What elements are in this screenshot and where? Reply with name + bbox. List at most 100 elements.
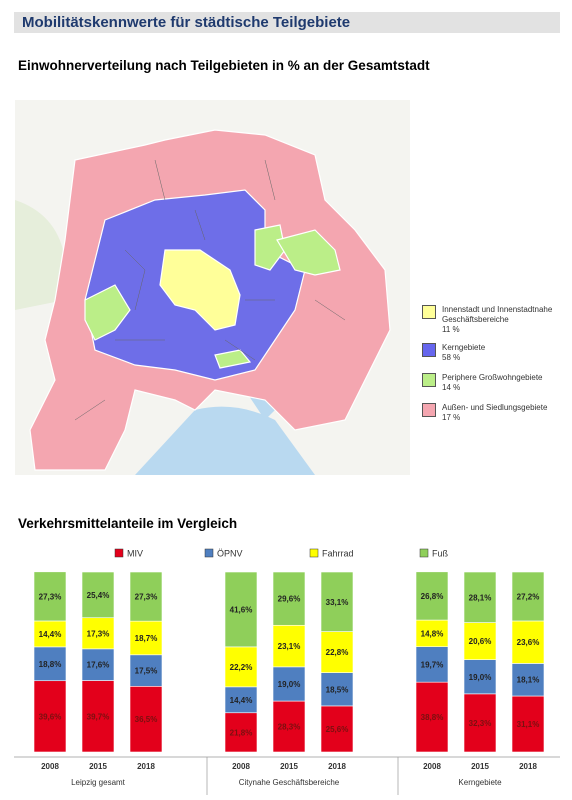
bar-segment: [272, 624, 306, 668]
legend-swatch: [309, 548, 319, 558]
group-label: Citynahe Geschäftsbereiche: [239, 778, 340, 787]
bar-segment: [272, 700, 306, 753]
bar-segment: [129, 620, 163, 656]
value-label: 14,4%: [230, 696, 253, 705]
legend-label: MIV: [127, 549, 143, 559]
x-tick-label: 2015: [89, 762, 107, 771]
value-label: 19,0%: [278, 680, 301, 689]
x-tick-label: 2008: [423, 762, 441, 771]
legend-label: Kerngebiete: [442, 343, 486, 352]
value-label: 26,8%: [421, 592, 444, 601]
value-label: 18,7%: [135, 634, 158, 643]
value-label: 33,1%: [326, 598, 349, 607]
bar-segment: [129, 571, 163, 622]
value-label: 22,2%: [230, 663, 253, 672]
legend-swatch: [204, 548, 214, 558]
bar-segment: [129, 686, 163, 753]
value-label: 38,8%: [421, 713, 444, 722]
legend-item: Innenstadt und Innenstadtnahe Geschäftsb…: [422, 305, 567, 335]
legend-value: 17 %: [442, 413, 461, 422]
value-label: 28,3%: [278, 723, 301, 732]
value-label: 19,7%: [421, 660, 444, 669]
bar-segment: [224, 646, 258, 688]
legend-swatch: [419, 548, 429, 558]
legend-label: Innenstadt und Innenstadtnahe Geschäftsb…: [442, 305, 553, 324]
value-label: 20,6%: [469, 637, 492, 646]
bar-segment: [81, 571, 115, 619]
bar-segment: [129, 654, 163, 687]
legend-item: Kerngebiete 58 %: [422, 343, 567, 363]
value-label: 18,1%: [517, 676, 540, 685]
value-label: 25,6%: [326, 725, 349, 734]
bar-segment: [415, 681, 449, 753]
x-tick-label: 2015: [280, 762, 298, 771]
legend-swatch: [422, 305, 436, 319]
value-label: 17,6%: [87, 661, 110, 670]
bar-segment: [224, 686, 258, 714]
value-label: 27,3%: [39, 592, 62, 601]
legend-value: 11 %: [442, 325, 460, 334]
bar-segment: [463, 622, 497, 660]
bar-segment: [320, 571, 354, 632]
legend-label: Fahrrad: [322, 549, 354, 559]
value-label: 19,0%: [469, 673, 492, 682]
value-label: 22,8%: [326, 648, 349, 657]
legend-label: Periphere Großwohngebiete: [442, 373, 543, 382]
bar-segment: [463, 571, 497, 623]
legend-value: 58 %: [442, 353, 461, 362]
bar-segment: [81, 680, 115, 753]
bar-segment: [224, 571, 258, 648]
bar-segment: [33, 620, 67, 648]
x-tick-label: 2008: [41, 762, 59, 771]
chart: MIV ÖPNV Fahrrad Fuß Leipzig gesamt Citynahe …: [14, 548, 560, 795]
value-label: 29,6%: [278, 595, 301, 604]
value-label: 23,6%: [517, 638, 540, 647]
page-header: Mobilitätskennwerte für städtische Teilg…: [14, 12, 560, 33]
value-label: 18,5%: [326, 685, 349, 694]
bar-segment: [33, 571, 67, 622]
value-label: 27,3%: [135, 593, 158, 602]
bar-segment: [224, 712, 258, 753]
bar-segment: [511, 571, 545, 622]
legend-swatch: [422, 403, 436, 417]
bar-segment: [81, 617, 115, 650]
x-tick-label: 2018: [519, 762, 537, 771]
legend-swatch: [422, 343, 436, 357]
bar-segment: [511, 663, 545, 697]
legend-item: Periphere Großwohngebiete 14 %: [422, 373, 567, 393]
bar-segment: [415, 571, 449, 621]
bar-segment: [272, 571, 306, 626]
bar-segment: [81, 648, 115, 681]
x-tick-label: 2018: [137, 762, 155, 771]
x-tick-label: 2008: [232, 762, 250, 771]
value-label: 23,1%: [278, 642, 301, 651]
value-label: 25,4%: [87, 591, 110, 600]
map: [15, 100, 410, 475]
bar-segment: [463, 693, 497, 753]
x-tick-label: 2015: [471, 762, 489, 771]
map-title: Einwohnerverteilung nach Teilgebieten in…: [18, 58, 430, 73]
value-label: 18,8%: [39, 660, 62, 669]
value-label: 14,8%: [421, 629, 444, 638]
x-tick-label: 2018: [328, 762, 346, 771]
chart-title: Verkehrsmittelanteile im Vergleich: [18, 516, 238, 531]
legend-label: ÖPNV: [217, 549, 243, 559]
value-label: 28,1%: [469, 593, 492, 602]
value-label: 14,4%: [39, 630, 62, 639]
value-label: 31,1%: [517, 720, 540, 729]
bar-segment: [320, 672, 354, 707]
bar-segment: [33, 680, 67, 753]
value-label: 21,8%: [230, 728, 253, 737]
bar-segment: [320, 631, 354, 673]
legend-item: Außen- und Siedlungsgebiete 17 %: [422, 403, 567, 423]
bar-segment: [415, 646, 449, 683]
bar-segment: [463, 659, 497, 695]
group-label: Leipzig gesamt: [71, 778, 126, 787]
value-label: 39,6%: [39, 712, 62, 721]
group-label: Kerngebiete: [458, 778, 502, 787]
value-label: 17,5%: [135, 667, 158, 676]
bar-segment: [320, 705, 354, 753]
legend-label: Fuß: [432, 549, 449, 559]
value-label: 36,5%: [135, 715, 158, 724]
